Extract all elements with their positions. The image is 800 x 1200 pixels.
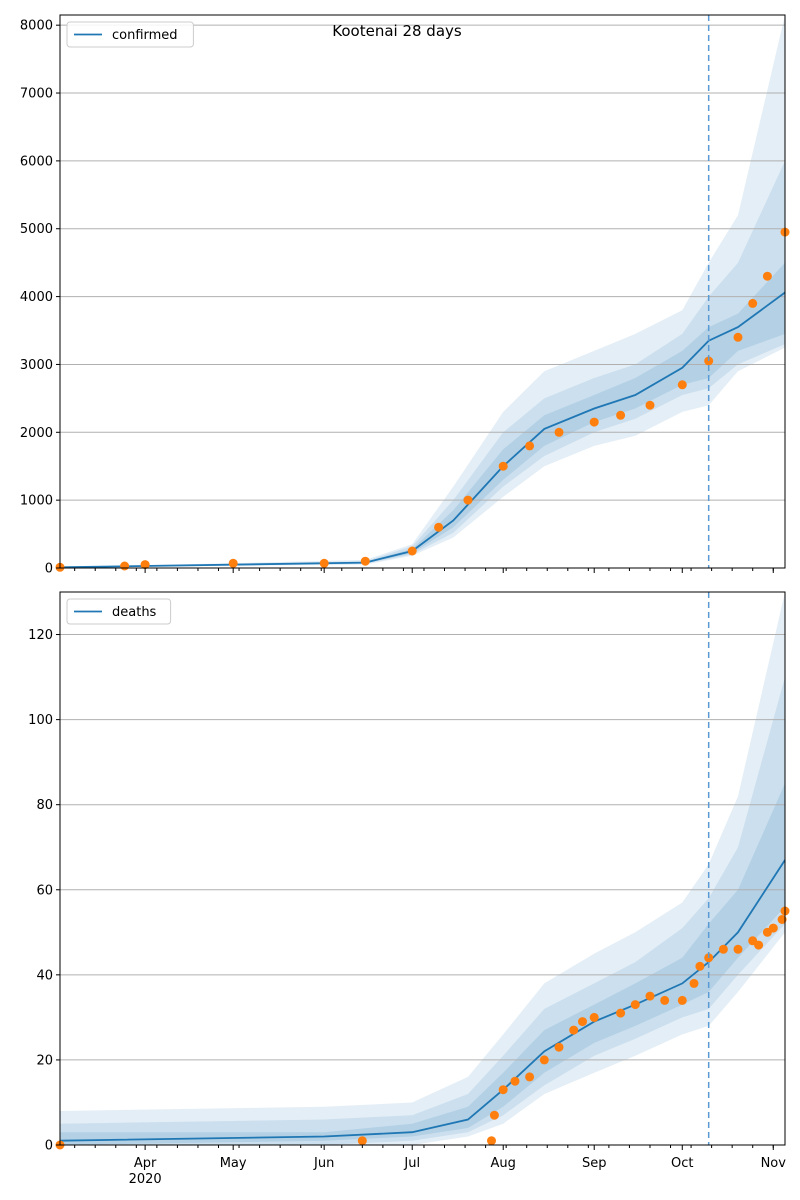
confirmed-observed-point xyxy=(120,561,130,571)
figure-title: Kootenai 28 days xyxy=(332,22,462,40)
confirmed-observed-point xyxy=(463,495,473,505)
deaths-ytick-label: 120 xyxy=(28,628,53,643)
deaths-median-line xyxy=(59,859,786,1142)
confirmed-ytick-label: 4000 xyxy=(20,290,53,305)
deaths-observed-point xyxy=(569,1025,579,1035)
deaths-xtick-label: Jun xyxy=(313,1156,334,1171)
deaths-observed-point xyxy=(689,978,699,988)
deaths-observed-point xyxy=(498,1085,508,1095)
confirmed-ytick-label: 0 xyxy=(45,562,53,577)
deaths-observed-point xyxy=(487,1136,496,1146)
confirmed-observed-point xyxy=(319,558,329,568)
confirmed-observed-point xyxy=(733,332,743,342)
deaths-xtick-label: Apr xyxy=(134,1156,157,1171)
confirmed-observed-point xyxy=(360,556,370,566)
deaths-observed-point xyxy=(733,944,743,954)
confirmed-ytick-label: 1000 xyxy=(20,494,53,509)
confirmed-observed-point xyxy=(762,271,772,281)
confirmed-observed-point xyxy=(554,427,564,437)
deaths-observed-point xyxy=(616,1008,626,1018)
deaths-observed-point xyxy=(589,1012,599,1022)
deaths-legend: deaths xyxy=(66,598,172,625)
deaths-observed-point xyxy=(768,923,778,933)
deaths-xtick-label: Jul xyxy=(403,1156,420,1171)
confirmed-ytick-label: 2000 xyxy=(20,426,53,441)
confirmed-observed-point xyxy=(748,298,758,308)
deaths-observed-point xyxy=(578,1017,587,1027)
confirmed-observed-point xyxy=(407,546,417,556)
confirmed-observed-point xyxy=(616,410,626,420)
deaths-xtick-year-label: 2020 xyxy=(129,1172,162,1187)
deaths-observed-point xyxy=(525,1072,535,1082)
deaths-ytick-label: 40 xyxy=(36,968,53,983)
confirmed-uncertainty-bands xyxy=(60,15,785,568)
deaths-ytick-label: 0 xyxy=(45,1139,53,1154)
deaths-ytick-label: 100 xyxy=(28,713,53,728)
deaths-legend-box xyxy=(66,598,172,625)
deaths-observed-point xyxy=(695,961,705,971)
confirmed-plot-frame xyxy=(59,14,786,569)
confirmed-ytick-label: 5000 xyxy=(20,222,53,237)
deaths-model-line xyxy=(59,859,786,1142)
deaths-observed-point xyxy=(357,1136,367,1146)
deaths-band-50-area xyxy=(60,783,785,1145)
confirmed-band-50-area xyxy=(60,262,785,568)
confirmed-observed-point xyxy=(228,558,238,568)
deaths-observed-point xyxy=(645,991,655,1001)
deaths-uncertainty-bands xyxy=(60,592,785,1145)
confirmed-observed-point xyxy=(498,461,508,471)
deaths-ytick-label: 80 xyxy=(36,798,53,813)
deaths-legend-label: deaths xyxy=(112,605,157,620)
confirmed-ytick-label: 6000 xyxy=(20,154,53,169)
deaths-observed-point xyxy=(718,944,728,954)
confirmed-chart-panel: 0 1000 2000 3000 4000 5000 6000 7000 8000 confir… xyxy=(20,14,790,577)
confirmed-ytick-label: 3000 xyxy=(20,358,53,373)
deaths-ytick-label: 20 xyxy=(36,1053,53,1068)
deaths-observed-point xyxy=(754,940,764,950)
confirmed-axes: 0 1000 2000 3000 4000 5000 6000 7000 8000 xyxy=(20,14,786,577)
deaths-xtick-label: Sep xyxy=(582,1156,607,1171)
confirmed-observed-point xyxy=(677,380,687,390)
confirmed-legend-box xyxy=(66,21,194,48)
deaths-band-95-area xyxy=(60,592,785,1145)
deaths-observed-point xyxy=(677,995,687,1005)
confirmed-observed-point xyxy=(589,417,599,427)
confirmed-band-95-area xyxy=(60,15,785,568)
confirmed-observed-point xyxy=(525,441,535,451)
deaths-observed-point xyxy=(539,1055,549,1065)
deaths-ytick-label: 60 xyxy=(36,883,53,898)
deaths-gridlines xyxy=(60,634,785,1146)
deaths-observed-point xyxy=(777,915,787,924)
deaths-xtick-label: Aug xyxy=(491,1156,516,1171)
confirmed-ytick-label: 8000 xyxy=(20,19,53,34)
deaths-xtick-label: Nov xyxy=(761,1156,787,1171)
deaths-observed-point xyxy=(554,1042,564,1052)
confirmed-observed-point xyxy=(434,522,444,532)
deaths-band-80-area xyxy=(60,677,785,1145)
confirmed-legend-label: confirmed xyxy=(112,28,178,43)
deaths-observed-point xyxy=(630,1000,640,1010)
confirmed-median-line xyxy=(59,291,786,569)
deaths-observed-point xyxy=(489,1110,499,1120)
confirmed-gridlines xyxy=(60,24,785,569)
deaths-observed-point xyxy=(660,995,670,1005)
deaths-xtick-label: May xyxy=(220,1156,247,1171)
confirmed-observed-point xyxy=(645,400,655,410)
confirmed-legend: confirmed xyxy=(66,21,194,48)
confirmed-observed-point xyxy=(140,560,150,570)
deaths-xtick-label: Oct xyxy=(671,1156,693,1171)
deaths-observed-point xyxy=(510,1076,520,1086)
deaths-plot-frame xyxy=(59,591,786,1146)
confirmed-model-line xyxy=(59,291,786,569)
confirmed-ytick-label: 7000 xyxy=(20,87,53,102)
